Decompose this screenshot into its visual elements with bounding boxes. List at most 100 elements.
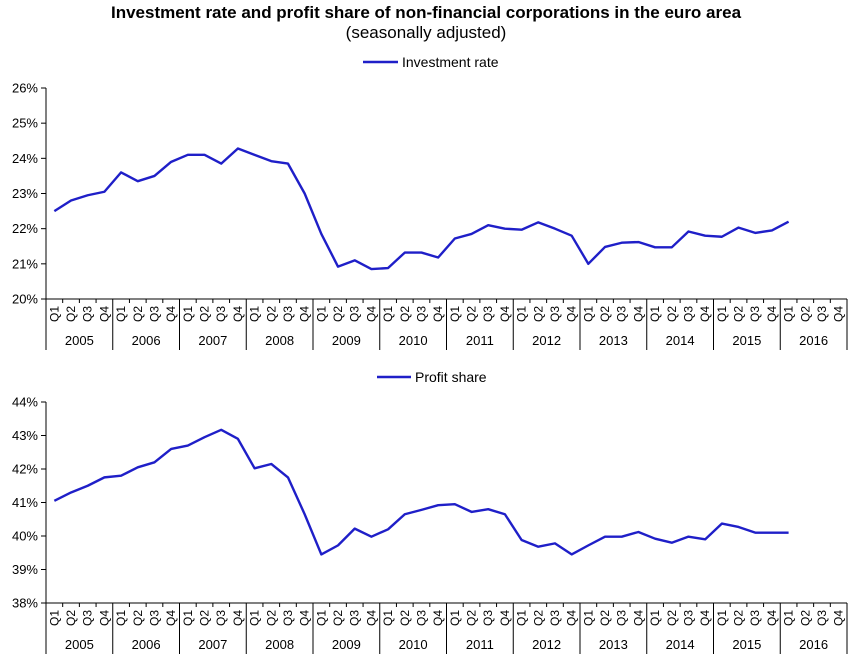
x-quarter-label: Q4 (231, 610, 245, 626)
x-quarter-label: Q4 (298, 306, 312, 322)
x-year-label: 2014 (666, 333, 695, 348)
x-quarter-label: Q4 (698, 306, 712, 322)
x-year-label: 2011 (466, 637, 494, 652)
x-year-label: 2008 (265, 637, 294, 652)
x-quarter-label: Q4 (164, 306, 178, 322)
x-quarter-label: Q3 (414, 306, 428, 322)
series-line-1 (53, 147, 790, 271)
chart-panel-1: 26%25%24%23%22%21%20%Q1 Q2 Q3 Q4 Q1 Q2 Q3 Q4 Q1 Q… (12, 54, 848, 350)
x-quarter-label: Q3 (548, 306, 562, 322)
x-year-label: 2015 (732, 333, 761, 348)
x-quarter-label: Q2 (732, 306, 746, 322)
x-quarter-label: Q4 (832, 306, 846, 322)
x-quarter-label: Q1 (381, 610, 395, 626)
x-quarter-label: Q1 (648, 306, 662, 322)
x-year-label: 2013 (599, 637, 628, 652)
x-year-label: 2010 (399, 637, 428, 652)
x-year-label: 2007 (198, 637, 227, 652)
x-quarter-label: Q2 (598, 306, 612, 322)
x-quarter-label: Q1 (181, 610, 195, 626)
y-tick-label: 25% (12, 116, 38, 131)
chart-title: Investment rate and profit share of non-… (110, 3, 742, 22)
x-quarter-label: Q2 (64, 306, 78, 322)
x-quarter-label: Q2 (598, 610, 612, 626)
x-quarter-label: Q4 (364, 610, 378, 626)
x-year-label: 2009 (332, 333, 361, 348)
x-quarter-label: Q3 (748, 610, 762, 626)
x-quarter-label: Q2 (531, 306, 545, 322)
series-line-2 (53, 428, 789, 556)
x-quarter-label: Q4 (765, 306, 779, 322)
x-quarter-label: Q1 (314, 306, 328, 322)
x-year-label: 2009 (332, 637, 361, 652)
y-tick-label: 24% (12, 151, 38, 166)
y-tick-label: 43% (12, 428, 38, 443)
x-quarter-label: Q3 (615, 306, 629, 322)
y-tick-label: 39% (12, 562, 38, 577)
x-quarter-label: Q1 (114, 306, 128, 322)
x-quarter-label: Q4 (97, 610, 111, 626)
x-quarter-label: Q3 (147, 306, 161, 322)
x-quarter-label: Q3 (281, 610, 295, 626)
x-quarter-label: Q4 (832, 610, 846, 626)
x-year-label: 2010 (399, 333, 428, 348)
x-quarter-label: Q2 (665, 610, 679, 626)
x-year-label: 2005 (65, 333, 94, 348)
x-quarter-label: Q2 (331, 610, 345, 626)
x-quarter-label: Q1 (782, 306, 796, 322)
x-year-label: 2011 (466, 333, 494, 348)
x-quarter-label: Q4 (698, 610, 712, 626)
x-quarter-label: Q1 (581, 306, 595, 322)
x-quarter-label: Q1 (782, 610, 796, 626)
x-year-label: 2014 (666, 637, 695, 652)
legend-label: Profit share (415, 369, 487, 385)
x-quarter-label: Q1 (515, 610, 529, 626)
x-quarter-label: Q1 (648, 610, 662, 626)
x-quarter-label: Q4 (431, 610, 445, 626)
x-quarter-label: Q4 (97, 306, 111, 322)
x-quarter-label: Q1 (181, 306, 195, 322)
x-year-label: 2013 (599, 333, 628, 348)
x-quarter-label: Q4 (364, 306, 378, 322)
x-quarter-label: Q1 (47, 306, 61, 322)
y-tick-label: 22% (12, 221, 38, 236)
x-quarter-label: Q3 (548, 610, 562, 626)
y-tick-label: 20% (12, 292, 38, 307)
x-quarter-label: Q3 (81, 610, 95, 626)
x-year-label: 2005 (65, 637, 94, 652)
x-quarter-label: Q3 (81, 306, 95, 322)
x-quarter-label: Q4 (498, 610, 512, 626)
x-year-label: 2016 (799, 637, 828, 652)
x-quarter-label: Q3 (748, 306, 762, 322)
x-quarter-label: Q2 (798, 306, 812, 322)
x-quarter-label: Q4 (231, 306, 245, 322)
x-quarter-label: Q2 (531, 610, 545, 626)
y-tick-label: 21% (12, 256, 38, 271)
x-quarter-label: Q3 (681, 306, 695, 322)
x-quarter-label: Q3 (214, 610, 228, 626)
x-year-label: 2007 (198, 333, 227, 348)
x-quarter-label: Q4 (298, 610, 312, 626)
x-quarter-label: Q1 (448, 610, 462, 626)
x-quarter-label: Q1 (448, 306, 462, 322)
x-quarter-label: Q1 (715, 306, 729, 322)
x-quarter-label: Q1 (114, 610, 128, 626)
x-quarter-label: Q2 (465, 610, 479, 626)
y-tick-label: 23% (12, 186, 38, 201)
x-year-label: 2006 (132, 637, 161, 652)
x-year-label: 2008 (265, 333, 294, 348)
x-quarter-label: Q2 (665, 306, 679, 322)
x-quarter-label: Q3 (815, 306, 829, 322)
chart-subtitle: (seasonally adjusted) (345, 23, 507, 42)
y-tick-label: 41% (12, 495, 38, 510)
x-quarter-label: Q3 (815, 610, 829, 626)
x-quarter-label: Q4 (565, 306, 579, 322)
x-quarter-label: Q3 (414, 610, 428, 626)
x-quarter-label: Q1 (715, 610, 729, 626)
x-quarter-label: Q2 (732, 610, 746, 626)
x-quarter-label: Q2 (264, 306, 278, 322)
legend-label: Investment rate (402, 54, 499, 70)
x-quarter-label: Q2 (64, 610, 78, 626)
x-quarter-label: Q3 (681, 610, 695, 626)
